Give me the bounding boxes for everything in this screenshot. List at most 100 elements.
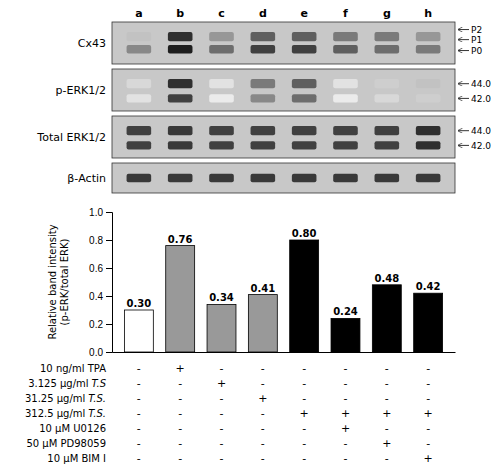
blot-band <box>375 32 400 41</box>
blot-band <box>168 32 193 41</box>
bar <box>248 295 277 352</box>
annotation: P2 <box>471 25 482 35</box>
table-cell: - <box>343 362 347 375</box>
blot-panel: Cx43P2P1P0 <box>78 22 483 64</box>
annotation: 44.0 <box>471 79 491 89</box>
blot-band <box>292 94 317 102</box>
blot-band <box>416 94 441 102</box>
bar <box>372 285 401 352</box>
table-cell: - <box>220 362 224 375</box>
y-tick-label: 0.8 <box>89 235 103 246</box>
table-cell: + <box>341 422 350 435</box>
blot-band <box>333 45 358 53</box>
bar <box>166 246 195 352</box>
x-axis <box>113 352 456 354</box>
y-axis-line <box>106 213 113 353</box>
table-cell: - <box>261 377 265 390</box>
blot-label: p-ERK1/2 <box>56 84 106 97</box>
table-cell: - <box>302 377 306 390</box>
row-label: 10 μM U0126 <box>39 423 106 434</box>
y-tick-mark <box>106 212 112 213</box>
blot-band <box>375 126 400 135</box>
y-tick: 0.4 <box>89 291 112 302</box>
y-tick-mark <box>106 352 112 353</box>
bars <box>124 240 442 352</box>
y-tick-label: 0.4 <box>89 291 103 302</box>
y-axis: 0.0 0.2 0.4 0.6 0.8 1.0 <box>89 207 112 358</box>
blot-band <box>292 32 317 41</box>
y-tick-label: 0.2 <box>89 319 103 330</box>
table-cell: - <box>426 362 430 375</box>
blot-band <box>251 79 276 88</box>
blot-band <box>209 94 234 102</box>
blot-band <box>251 141 276 149</box>
data-label: 0.24 <box>333 306 358 317</box>
column-label: h <box>424 7 432 20</box>
table-cell: - <box>385 392 389 405</box>
blot-background <box>112 116 455 158</box>
blot-band <box>251 45 276 53</box>
blot-band <box>416 45 441 53</box>
blot-band <box>209 126 234 135</box>
blot-band <box>292 174 317 182</box>
annotation: 44.0 <box>471 126 491 136</box>
column-label: a <box>135 7 142 20</box>
blot-band <box>168 45 193 53</box>
annotation-arrow <box>458 98 469 99</box>
table-cell: - <box>302 392 306 405</box>
column-label: f <box>343 7 348 20</box>
blot-band <box>292 141 317 149</box>
blot-band <box>127 32 152 41</box>
y-tick-mark <box>106 268 112 269</box>
annotation-arrow <box>458 50 469 51</box>
y-tick: 0.0 <box>89 347 112 358</box>
blot-band <box>416 32 441 41</box>
table-cell: - <box>137 362 141 375</box>
table-cell: - <box>178 422 182 435</box>
blot-panel: Total ERK1/244.042.0 <box>36 116 491 158</box>
table-cell: - <box>343 437 347 450</box>
table-cell: - <box>302 452 306 465</box>
blot-band <box>375 94 400 102</box>
table-cell: - <box>385 377 389 390</box>
table-cell: - <box>302 437 306 450</box>
blot-band <box>416 79 441 88</box>
row-label-text: 10 ng/ml TPA <box>40 363 106 374</box>
data-label: 0.48 <box>374 273 399 284</box>
blot-band <box>375 141 400 149</box>
blot-label: Cx43 <box>78 37 106 50</box>
table-cell: + <box>341 407 350 420</box>
row-label-text: 10 μM U0126 <box>39 423 106 434</box>
blot-band <box>127 45 152 53</box>
table-cell: - <box>178 392 182 405</box>
annotation-arrow <box>458 145 469 146</box>
blot-band <box>127 126 152 135</box>
bar <box>207 304 236 352</box>
data-label: 0.42 <box>416 281 441 292</box>
table-cell: + <box>424 452 433 465</box>
y-tick-label: 0.6 <box>89 263 103 274</box>
y-axis-title-line: Relative band intensity <box>47 224 58 339</box>
figure: abcdefghCx43P2P1P0p-ERK1/244.042.0Total … <box>0 0 500 469</box>
blot-band <box>209 45 234 53</box>
row-label-text: 3.125 μg/ml <box>28 378 88 389</box>
row-label-text: 10 μM BIM I <box>47 453 106 464</box>
table-cell: - <box>426 392 430 405</box>
y-tick: 1.0 <box>89 207 112 218</box>
row-label: 10 μM BIM I <box>47 453 106 464</box>
table-cell: - <box>220 422 224 435</box>
bar <box>331 318 360 352</box>
blot-band <box>416 174 441 182</box>
data-label: 0.34 <box>209 292 234 303</box>
blot-label: Total ERK1/2 <box>36 131 106 144</box>
table-cell: - <box>220 392 224 405</box>
blot-band <box>251 94 276 102</box>
bar <box>290 240 319 352</box>
blot-band <box>333 174 358 182</box>
blot-band <box>168 94 193 102</box>
column-label: g <box>383 7 391 20</box>
blot-band <box>168 174 193 182</box>
annotation-arrow <box>458 29 469 30</box>
column-label: d <box>259 7 267 20</box>
column-label: b <box>176 7 184 20</box>
